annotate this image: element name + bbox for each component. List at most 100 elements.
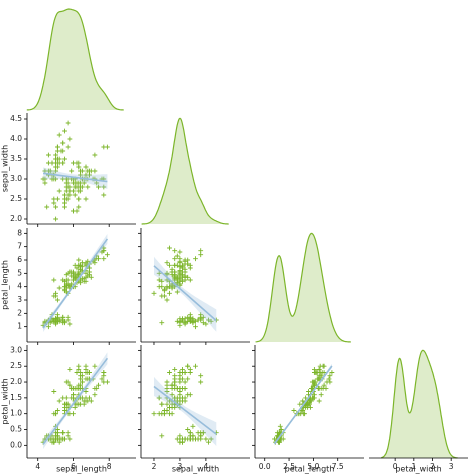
point bbox=[92, 386, 98, 391]
point bbox=[182, 370, 188, 375]
y-tick-label: 2.0 bbox=[10, 377, 22, 386]
point bbox=[164, 401, 170, 407]
point bbox=[190, 316, 196, 322]
point bbox=[101, 192, 107, 198]
x-tick-label: 5.0 bbox=[307, 462, 319, 471]
point bbox=[156, 270, 162, 276]
y-tick-label: 3.0 bbox=[10, 174, 22, 183]
y-tick-label: 2.5 bbox=[10, 194, 22, 203]
regression-line bbox=[273, 365, 333, 445]
point bbox=[78, 386, 83, 391]
point bbox=[78, 264, 83, 270]
point bbox=[151, 411, 157, 417]
point bbox=[92, 260, 98, 266]
point bbox=[62, 320, 67, 326]
point bbox=[92, 392, 98, 398]
point bbox=[172, 256, 178, 262]
point bbox=[169, 382, 175, 388]
point bbox=[172, 373, 178, 379]
point bbox=[74, 160, 80, 166]
point bbox=[69, 386, 75, 391]
point bbox=[94, 180, 100, 186]
point bbox=[278, 427, 284, 432]
point bbox=[185, 274, 191, 280]
point bbox=[172, 248, 178, 254]
point bbox=[306, 389, 311, 394]
point bbox=[177, 260, 183, 266]
y-tick-label: 0.0 bbox=[10, 440, 22, 449]
point bbox=[71, 208, 76, 214]
y-tick-label: 3.0 bbox=[10, 345, 22, 354]
point bbox=[76, 196, 82, 202]
kde-area bbox=[141, 118, 229, 224]
point bbox=[185, 261, 191, 267]
point bbox=[206, 317, 211, 323]
point bbox=[44, 204, 50, 210]
point bbox=[299, 408, 305, 413]
point bbox=[187, 392, 193, 398]
x-axis-label: petal_width bbox=[395, 465, 441, 474]
point bbox=[83, 274, 89, 280]
point bbox=[174, 280, 180, 286]
point bbox=[198, 316, 204, 322]
point bbox=[49, 433, 55, 439]
point bbox=[164, 297, 170, 303]
point bbox=[51, 196, 57, 202]
point bbox=[85, 258, 91, 264]
point bbox=[65, 120, 71, 126]
point bbox=[167, 370, 172, 375]
kde-area bbox=[26, 9, 124, 110]
x-axis-label: petal_length bbox=[285, 465, 335, 474]
point bbox=[101, 370, 107, 375]
point bbox=[67, 436, 73, 442]
point bbox=[317, 363, 323, 369]
point bbox=[182, 258, 188, 264]
point bbox=[177, 318, 183, 324]
regression-line bbox=[42, 238, 109, 329]
x-axis-label: sepal_length bbox=[56, 465, 107, 474]
point bbox=[312, 379, 318, 385]
x-tick-label: 3 bbox=[178, 462, 183, 471]
point bbox=[316, 373, 322, 379]
point bbox=[198, 379, 204, 385]
point bbox=[71, 273, 76, 279]
y-tick-label: 2 bbox=[17, 308, 22, 317]
point bbox=[195, 317, 201, 323]
y-tick-label: 7 bbox=[17, 242, 22, 251]
point bbox=[167, 411, 172, 417]
point bbox=[81, 278, 87, 284]
regression-line bbox=[42, 172, 108, 183]
point bbox=[326, 376, 332, 382]
y-tick-label: 3 bbox=[17, 295, 22, 304]
point bbox=[318, 392, 324, 398]
point bbox=[193, 363, 198, 369]
kde-line bbox=[381, 349, 458, 459]
point bbox=[324, 379, 330, 385]
point bbox=[53, 436, 58, 442]
point bbox=[174, 289, 180, 295]
point bbox=[200, 320, 206, 326]
point bbox=[187, 317, 193, 323]
point bbox=[185, 363, 191, 369]
point bbox=[53, 293, 58, 299]
point bbox=[85, 184, 91, 190]
point bbox=[198, 430, 204, 436]
point bbox=[51, 389, 57, 394]
point bbox=[56, 188, 62, 194]
point bbox=[58, 317, 64, 323]
x-tick-label: 4 bbox=[203, 462, 208, 471]
point bbox=[76, 257, 82, 263]
point bbox=[208, 436, 214, 442]
point bbox=[67, 136, 73, 142]
point bbox=[62, 288, 67, 294]
point bbox=[105, 144, 110, 150]
y-axis-label: sepal_width bbox=[1, 145, 10, 192]
regression-line bbox=[153, 385, 217, 435]
point bbox=[72, 192, 78, 198]
point bbox=[164, 382, 170, 388]
point bbox=[101, 248, 107, 254]
point bbox=[167, 290, 172, 296]
point bbox=[55, 430, 60, 436]
point bbox=[316, 398, 322, 404]
point bbox=[311, 382, 316, 388]
